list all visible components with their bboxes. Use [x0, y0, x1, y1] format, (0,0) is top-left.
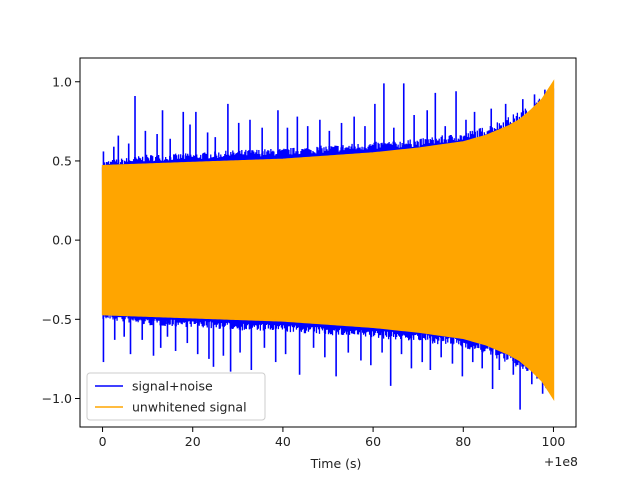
x-axis: 0 20 40 60 80 100	[99, 427, 566, 449]
legend-label: signal+noise	[132, 379, 213, 394]
y-tick-label: 0.5	[52, 153, 72, 168]
legend-label: unwhitened signal	[132, 400, 247, 415]
y-tick-label: 1.0	[52, 74, 72, 89]
y-tick-label: −0.5	[42, 312, 72, 327]
x-tick-label: 80	[455, 434, 471, 449]
x-tick-label: 0	[99, 434, 107, 449]
legend: signal+noise unwhitened signal	[86, 372, 266, 421]
x-axis-offset-label: +1e8	[544, 454, 578, 469]
series-signal-noise-line	[101, 88, 555, 389]
x-tick-label: 40	[275, 434, 291, 449]
y-tick-label: 0.0	[52, 233, 72, 248]
legend-box	[86, 372, 266, 421]
series-unwhitened-signal	[101, 79, 555, 402]
series-layer	[101, 79, 555, 410]
y-tick-label: −1.0	[42, 391, 72, 406]
x-tick-label: 100	[542, 434, 566, 449]
plot-area: 0 20 40 60 80 100 −1.0−0.50.00.51.0 Time (s) …	[42, 57, 578, 471]
x-tick-label: 60	[365, 434, 381, 449]
x-axis-label: Time (s)	[310, 456, 362, 471]
y-axis: −1.0 −0.5 0.0 0.5 1.0	[42, 74, 80, 406]
x-tick-label: 20	[185, 434, 201, 449]
axes-frame	[79, 57, 577, 428]
series-unwhitened-signal-band	[101, 79, 555, 402]
